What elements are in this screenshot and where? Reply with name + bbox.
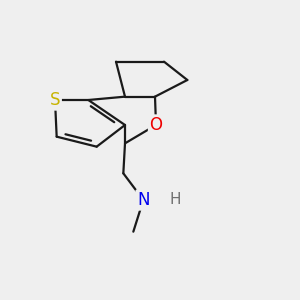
Text: O: O	[149, 116, 163, 134]
Text: S: S	[50, 91, 60, 109]
Text: N: N	[137, 191, 150, 209]
Text: H: H	[169, 193, 181, 208]
